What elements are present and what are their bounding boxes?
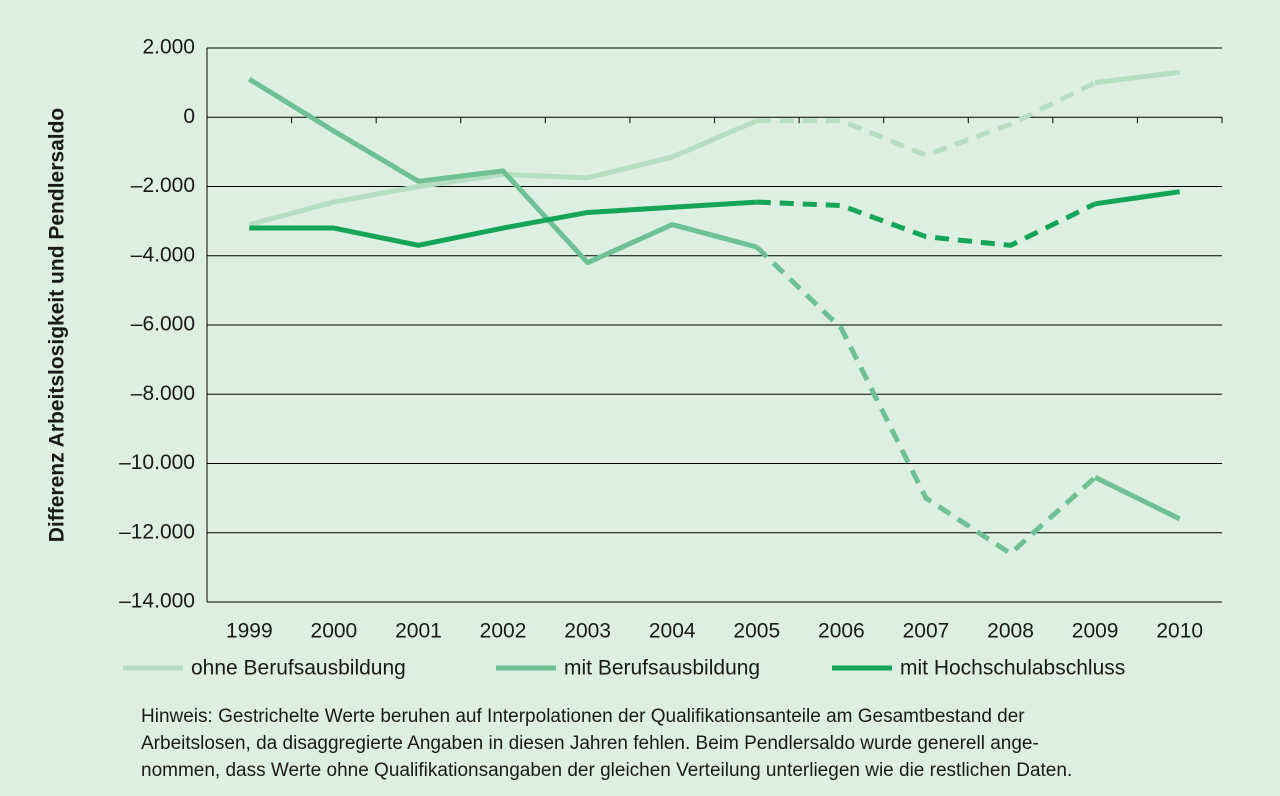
y-tick-label: –6.000 [131, 313, 195, 336]
note: Arbeitslosen, da disaggregierte Angaben … [141, 733, 1039, 754]
x-tick-label: 1999 [226, 620, 273, 643]
x-tick-label: 2008 [987, 620, 1034, 643]
y-tick-label: –10.000 [119, 451, 195, 474]
series-line [247, 77, 758, 266]
x-tick-label: 2005 [733, 620, 780, 643]
y-tick-label: –8.000 [131, 382, 195, 405]
series-line [755, 245, 1097, 557]
x-tick-label: 2007 [903, 620, 950, 643]
series-line [1094, 475, 1181, 522]
y-tick-label: –4.000 [131, 243, 195, 266]
series-line [249, 199, 757, 248]
series-line [1094, 189, 1181, 207]
y-tick-label: –14.000 [119, 590, 195, 613]
x-tick-label: 2004 [649, 620, 696, 643]
x-tick-label: 2001 [395, 620, 442, 643]
series-line [1094, 69, 1181, 86]
note: Hinweis: Gestrichelte Werte beruhen auf … [141, 706, 1025, 727]
series-line [756, 199, 1097, 248]
x-tick-label: 2002 [480, 620, 527, 643]
x-tick-label: 2006 [818, 620, 865, 643]
legend-label: ohne Berufsausbildung [191, 657, 406, 680]
note: nommen, dass Werte ohne Qualifikationsan… [141, 760, 1072, 781]
y-tick-label: 0 [183, 105, 195, 128]
legend-label: mit Berufsausbildung [564, 657, 760, 680]
x-tick-label: 2000 [311, 620, 358, 643]
y-tick-label: –12.000 [119, 520, 195, 543]
legend-label: mit Hochschulabschluss [900, 657, 1125, 680]
y-axis-label: Differenz Arbeitslosigkeit und Pendlersa… [46, 108, 69, 542]
x-tick-label: 2010 [1156, 620, 1203, 643]
y-tick-label: –2.000 [131, 174, 195, 197]
series-line [756, 80, 1097, 158]
y-tick-label: 2.000 [142, 36, 195, 59]
x-tick-label: 2003 [564, 620, 611, 643]
x-tick-label: 2009 [1072, 620, 1119, 643]
